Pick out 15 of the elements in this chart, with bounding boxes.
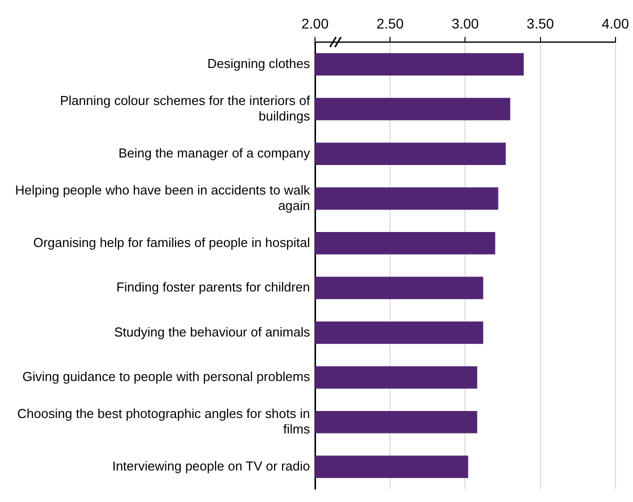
y-tick-label: Being the manager of a company [118,145,310,160]
x-tick-label: 3.00 [452,15,480,32]
y-tick-label: Choosing the best photographic angles for shots in films [17,406,310,436]
x-tick-label: 2.00 [301,15,329,32]
y-tick-label: Interviewing people on TV or radio [112,458,310,474]
y-tick-label: Planning colour schemes for the interiors of buildings [60,92,310,124]
x-tick-label: 3.50 [526,15,554,32]
y-tick-label: Organising help for families of people in hospital [33,234,310,250]
y-tick-label: Designing clothes [207,56,310,71]
y-tick-label: Giving guidance to people with personal problems [22,368,310,384]
y-tick-label: Finding foster parents for children [116,280,310,295]
y-tick-label: Studying the behaviour of animals [114,324,310,340]
y-tick-label: Helping people who have been in accidents to walk again [15,182,310,213]
x-tick-label: 4.00 [602,15,630,32]
x-tick-label: 2.50 [376,15,404,32]
